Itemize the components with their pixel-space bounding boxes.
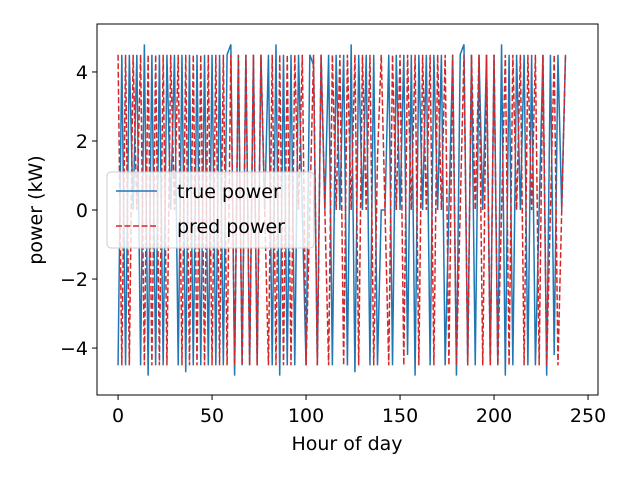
x-tick-label: 50: [200, 405, 224, 427]
axes-frame: [96, 23, 599, 396]
x-tick-label: 100: [288, 405, 324, 427]
x-tick-label: 0: [112, 405, 124, 427]
legend-box: [106, 171, 315, 249]
y-tick-label: 4: [76, 62, 88, 84]
series-line: [117, 54, 567, 366]
legend-label: true power: [177, 181, 281, 203]
series-line: [117, 44, 567, 376]
legend-label: pred power: [177, 216, 285, 238]
y-tick-label: 2: [76, 131, 88, 153]
x-axis-label: Hour of day: [291, 433, 402, 455]
y-tick-label: 0: [76, 200, 88, 222]
x-tick-label: 200: [476, 405, 512, 427]
x-tick-label: 250: [570, 405, 606, 427]
y-tick-label: −4: [60, 338, 88, 360]
y-axis-label: power (kW): [25, 155, 47, 264]
x-tick-label: 150: [382, 405, 418, 427]
y-tick-label: −2: [60, 269, 88, 291]
